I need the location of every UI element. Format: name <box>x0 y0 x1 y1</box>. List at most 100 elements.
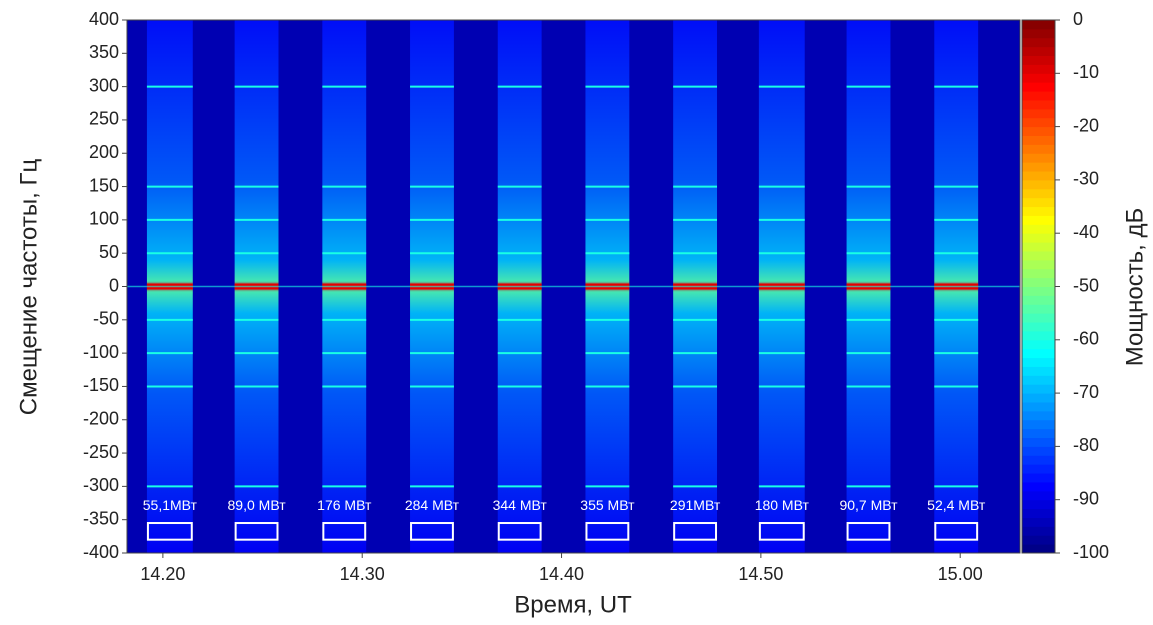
y-tick-label: 50 <box>99 242 119 262</box>
colorbar-cell <box>1022 517 1055 527</box>
colorbar-cell <box>1022 348 1055 359</box>
y-tick-label: -150 <box>83 375 119 395</box>
colorbar-cell <box>1022 277 1055 287</box>
colorbar-cell <box>1022 250 1055 261</box>
y-tick-label: -50 <box>93 309 119 329</box>
colorbar-cell <box>1022 171 1055 181</box>
y-tick-label: 100 <box>89 209 119 229</box>
power-annotation: 90,7 МВт <box>839 497 898 513</box>
y-tick-label: -400 <box>83 542 119 562</box>
y-tick-label: -250 <box>83 442 119 462</box>
colorbar-cell <box>1022 304 1055 314</box>
x-tick-label: 14.20 <box>140 564 185 584</box>
colorbar-cell <box>1022 108 1055 119</box>
y-axis-label: Смещение частоты, Гц <box>15 159 42 416</box>
colorbar-cell <box>1022 55 1055 65</box>
colorbar-cell <box>1022 384 1055 394</box>
colorbar-cell <box>1022 135 1055 145</box>
annotation-box <box>234 522 279 541</box>
x-tick-label: 14.40 <box>539 564 584 584</box>
colorbar-tick-label: -80 <box>1073 435 1099 455</box>
colorbar-tick-label: -20 <box>1073 115 1099 135</box>
colorbar-cell <box>1022 82 1055 92</box>
power-annotation: 291МВт <box>670 497 721 513</box>
annotation-box <box>410 522 454 541</box>
colorbar-cell <box>1022 339 1055 350</box>
power-annotation: 284 МВт <box>405 497 460 513</box>
colorbar-tick-label: 0 <box>1073 9 1083 29</box>
annotation-box <box>146 522 193 541</box>
x-tick-label: 15.00 <box>938 564 983 584</box>
colorbar-cell <box>1022 446 1055 456</box>
colorbar-cell <box>1022 179 1055 190</box>
colorbar-cell <box>1022 473 1055 483</box>
colorbar-cell <box>1022 242 1055 252</box>
power-annotation: 180 МВт <box>755 497 810 513</box>
power-annotation: 55,1МВт <box>143 497 198 513</box>
colorbar-cell <box>1022 313 1055 323</box>
y-tick-label: 250 <box>89 109 119 129</box>
colorbar-cell <box>1022 64 1055 74</box>
colorbar-cell <box>1022 215 1055 225</box>
colorbar-cell <box>1022 544 1055 554</box>
annotation-box <box>673 522 718 541</box>
colorbar-cell <box>1022 375 1055 385</box>
colorbar-cell <box>1022 366 1055 376</box>
colorbar-cell <box>1022 162 1055 172</box>
colorbar-cell <box>1022 508 1055 518</box>
colorbar-cell <box>1022 46 1055 57</box>
colorbar-cell <box>1022 481 1055 492</box>
annotation-box <box>758 522 805 541</box>
power-annotation: 52,4 МВт <box>927 497 986 513</box>
colorbar-cell <box>1022 419 1055 430</box>
power-annotation: 89,0 МВт <box>228 497 287 513</box>
y-tick-label: -100 <box>83 342 119 362</box>
colorbar-cell <box>1022 188 1055 199</box>
colorbar-cell <box>1022 126 1055 136</box>
y-tick-label: 150 <box>89 175 119 195</box>
power-annotation: 355 МВт <box>580 497 635 513</box>
colorbar-cell <box>1022 428 1055 439</box>
colorbar-cell <box>1022 117 1055 128</box>
colorbar-cell <box>1022 526 1055 536</box>
y-tick-label: 200 <box>89 142 119 162</box>
colorbar-cell <box>1022 330 1055 341</box>
colorbar-cell <box>1022 286 1055 296</box>
annotation-box <box>497 522 542 541</box>
colorbar-tick-label: -90 <box>1073 488 1099 508</box>
y-tick-label: 0 <box>109 275 119 295</box>
colorbar-cell <box>1022 91 1055 101</box>
power-annotation: 176 МВт <box>317 497 372 513</box>
colorbar-cell <box>1022 73 1055 83</box>
annotation-box <box>585 522 630 541</box>
colorbar-cell <box>1022 268 1055 279</box>
colorbar-cell <box>1022 153 1055 163</box>
y-tick-label: 350 <box>89 42 119 62</box>
colorbar-cell <box>1022 37 1055 48</box>
colorbar-cell <box>1022 322 1055 332</box>
y-tick-label: -300 <box>83 475 119 495</box>
y-tick-label: -200 <box>83 409 119 429</box>
colorbar-cell <box>1022 197 1055 208</box>
colorbar-tick-label: -30 <box>1073 169 1099 189</box>
colorbar-cell <box>1022 437 1055 447</box>
colorbar-cell <box>1022 357 1055 367</box>
y-tick-label: 400 <box>89 9 119 29</box>
colorbar-cell <box>1022 499 1055 510</box>
colorbar-cell <box>1022 206 1055 216</box>
colorbar-cell <box>1022 401 1055 412</box>
colorbar-tick-label: -100 <box>1073 542 1109 562</box>
colorbar-tick-label: -10 <box>1073 62 1099 82</box>
colorbar-cell <box>1022 28 1055 39</box>
annotation-box <box>322 522 367 541</box>
y-tick-label: -350 <box>83 508 119 528</box>
colorbar-cell <box>1022 259 1055 270</box>
colorbar-cell <box>1022 99 1055 110</box>
colorbar-cell <box>1022 410 1055 421</box>
colorbar-tick-label: -70 <box>1073 382 1099 402</box>
colorbar-cell <box>1022 464 1055 474</box>
colorbar-tick-label: -60 <box>1073 329 1099 349</box>
colorbar-cell <box>1022 224 1055 234</box>
annotation-box <box>934 522 979 541</box>
